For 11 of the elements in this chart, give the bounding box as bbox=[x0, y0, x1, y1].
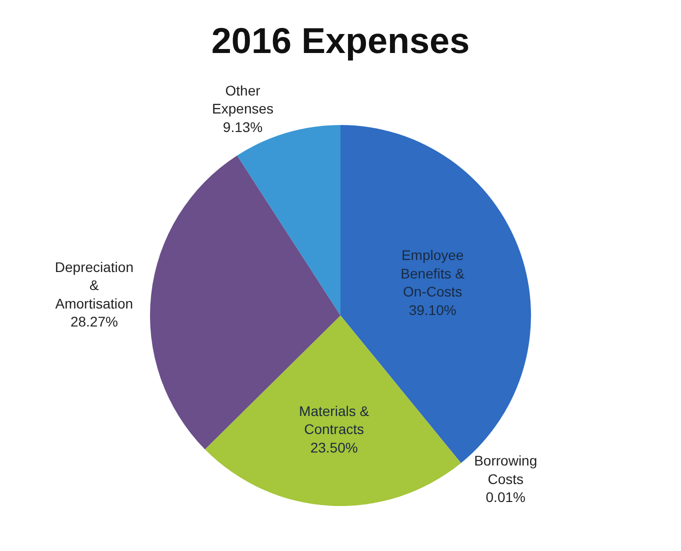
slice-label: Borrowing Costs bbox=[474, 452, 538, 487]
data-label: 9.13% bbox=[222, 118, 263, 135]
data-label: 28.27% bbox=[70, 314, 118, 330]
slice-label: Employee Benefits & On-Costs bbox=[400, 247, 466, 300]
data-label: 39.10% bbox=[408, 302, 456, 318]
data-label: 0.01% bbox=[486, 488, 526, 505]
slice-label: Materials & Contracts bbox=[299, 403, 370, 438]
data-label: 23.50% bbox=[310, 439, 358, 456]
slice-label: Depreciation & Amortisation bbox=[54, 259, 134, 312]
slice-label: Other Expenses bbox=[212, 82, 274, 117]
chart-title: 2016 Expenses bbox=[211, 20, 470, 61]
